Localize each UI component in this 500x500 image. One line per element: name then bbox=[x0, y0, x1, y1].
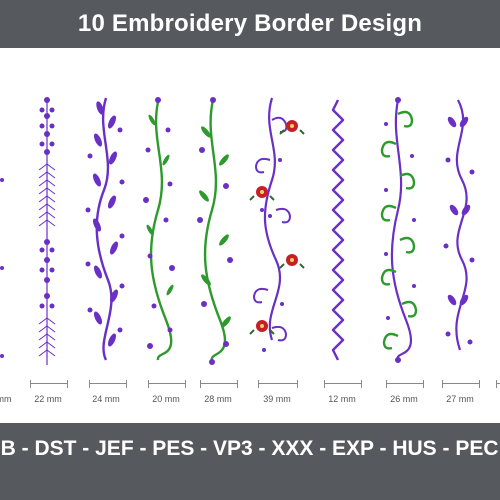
size-label: 27 mm bbox=[446, 394, 474, 404]
size-label: mm bbox=[0, 394, 12, 404]
size-dimension-line bbox=[496, 380, 500, 388]
border-design-5 bbox=[249, 97, 305, 352]
size-dimension-line bbox=[258, 380, 298, 388]
size-label: 12 mm bbox=[328, 394, 356, 404]
size-label: 28 mm bbox=[204, 394, 232, 404]
border-design-7 bbox=[380, 97, 418, 363]
size-dimension-line bbox=[30, 380, 68, 388]
header-bar bbox=[0, 0, 500, 48]
border-design-3 bbox=[143, 97, 175, 361]
footer-bar bbox=[0, 423, 500, 500]
embroidery-borders-artwork bbox=[0, 97, 475, 365]
size-label: 20 mm bbox=[152, 394, 180, 404]
size-dimension-line bbox=[386, 380, 424, 388]
size-label: 22 mm bbox=[34, 394, 62, 404]
size-label: 26 mm bbox=[390, 394, 418, 404]
border-design-1 bbox=[38, 97, 56, 365]
file-formats-list: B - DST - JEF - PES - VP3 - XXX - EXP - … bbox=[0, 437, 500, 460]
red-flower-motifs bbox=[249, 120, 305, 335]
size-dimension-line bbox=[442, 380, 480, 388]
border-design-6 bbox=[331, 99, 345, 361]
size-dimension-line bbox=[324, 380, 362, 388]
size-measurements-row: mm 22 mm 24 mm 20 mm 28 mm 39 mm 12 mm 2… bbox=[0, 374, 500, 404]
border-design-0 bbox=[0, 178, 4, 358]
page-title: 10 Embroidery Border Design bbox=[77, 10, 423, 37]
size-label: 39 mm bbox=[263, 394, 291, 404]
border-design-4 bbox=[197, 97, 233, 365]
size-label: 24 mm bbox=[92, 394, 120, 404]
size-dimension-line bbox=[200, 380, 238, 388]
border-design-8 bbox=[443, 99, 475, 351]
size-dimension-line bbox=[148, 380, 186, 388]
size-dimension-line bbox=[89, 380, 127, 388]
border-design-2 bbox=[85, 97, 125, 361]
